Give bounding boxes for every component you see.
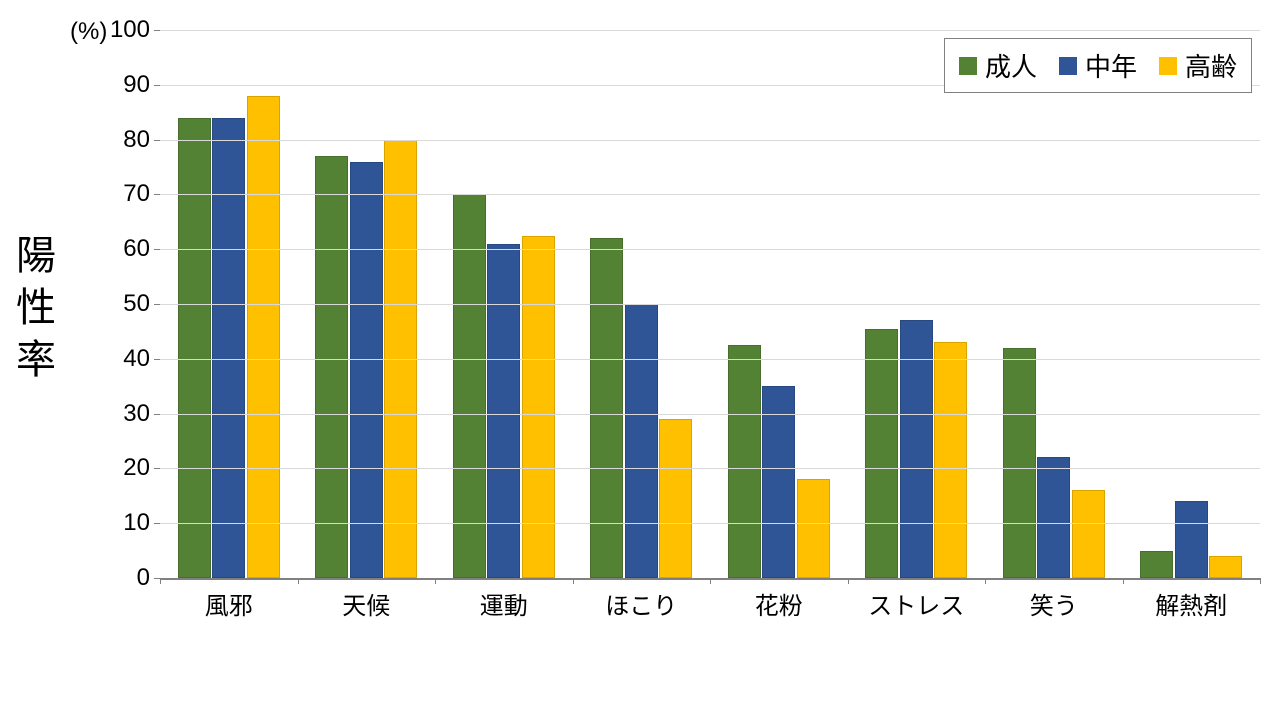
x-tick-mark xyxy=(985,578,986,584)
x-tick-mark xyxy=(1260,578,1261,584)
y-tick-label: 70 xyxy=(104,180,160,208)
gridline xyxy=(160,468,1260,469)
bar xyxy=(247,96,280,578)
x-tick-mark xyxy=(160,578,161,584)
gridline xyxy=(160,249,1260,250)
legend-swatch xyxy=(1159,57,1177,75)
y-tick-mark xyxy=(154,359,160,360)
legend-swatch xyxy=(959,57,977,75)
y-tick-mark xyxy=(154,523,160,524)
y-axis-title: 陽性率 xyxy=(12,230,60,386)
gridline xyxy=(160,414,1260,415)
bar xyxy=(728,345,761,578)
x-tick-label: 解熱剤 xyxy=(1155,578,1227,621)
plot-area: 0102030405060708090100風邪天候運動ほこり花粉ストレス笑う解… xyxy=(110,30,1260,620)
y-tick-label: 90 xyxy=(104,71,160,99)
x-tick-mark xyxy=(848,578,849,584)
y-tick-mark xyxy=(154,85,160,86)
bar xyxy=(865,329,898,578)
bar xyxy=(350,162,383,578)
bar xyxy=(522,236,555,579)
x-tick-mark xyxy=(710,578,711,584)
bar xyxy=(487,244,520,578)
legend-swatch xyxy=(1059,57,1077,75)
gridline xyxy=(160,359,1260,360)
bar xyxy=(934,342,967,578)
chart-container: 陽性率 (%) 0102030405060708090100風邪天候運動ほこり花… xyxy=(0,0,1280,720)
gridline xyxy=(160,30,1260,31)
y-tick-label: 50 xyxy=(104,290,160,318)
y-tick-label: 60 xyxy=(104,235,160,263)
x-tick-label: 花粉 xyxy=(755,578,803,621)
y-tick-label: 0 xyxy=(104,564,160,592)
legend: 成人 中年 高齢 xyxy=(944,38,1252,93)
y-axis-title-char: 率 xyxy=(12,334,60,386)
y-tick-label: 20 xyxy=(104,454,160,482)
legend-label: 高齢 xyxy=(1185,47,1237,84)
bar xyxy=(590,238,623,578)
y-tick-label: 100 xyxy=(104,16,160,44)
y-tick-mark xyxy=(154,140,160,141)
bar xyxy=(1072,490,1105,578)
y-tick-label: 10 xyxy=(104,509,160,537)
bar xyxy=(178,118,211,578)
x-tick-label: ほこり xyxy=(605,578,677,621)
y-tick-mark xyxy=(154,249,160,250)
x-tick-mark xyxy=(1123,578,1124,584)
gridline xyxy=(160,194,1260,195)
legend-item: 成人 xyxy=(959,47,1037,84)
y-axis-title-char: 性 xyxy=(12,282,60,334)
x-tick-label: 風邪 xyxy=(205,578,253,621)
bar xyxy=(1175,501,1208,578)
y-tick-mark xyxy=(154,304,160,305)
x-tick-mark xyxy=(298,578,299,584)
x-tick-label: ストレス xyxy=(868,578,964,621)
bar xyxy=(1140,551,1173,578)
bar xyxy=(1037,457,1070,578)
bar xyxy=(453,194,486,578)
plot-inner: 0102030405060708090100風邪天候運動ほこり花粉ストレス笑う解… xyxy=(160,30,1260,580)
x-tick-label: 天候 xyxy=(342,578,390,621)
x-tick-mark xyxy=(435,578,436,584)
y-axis-unit-label: (%) xyxy=(70,18,107,46)
bar xyxy=(212,118,245,578)
legend-label: 成人 xyxy=(985,47,1037,84)
legend-label: 中年 xyxy=(1085,47,1137,84)
bar xyxy=(1003,348,1036,578)
y-axis-title-char: 陽 xyxy=(12,230,60,282)
legend-item: 高齢 xyxy=(1159,47,1237,84)
bar xyxy=(625,304,658,578)
y-tick-mark xyxy=(154,468,160,469)
y-tick-mark xyxy=(154,194,160,195)
bar xyxy=(659,419,692,578)
y-tick-label: 30 xyxy=(104,400,160,428)
gridline xyxy=(160,523,1260,524)
y-tick-label: 80 xyxy=(104,126,160,154)
gridline xyxy=(160,304,1260,305)
x-tick-label: 笑う xyxy=(1030,578,1078,621)
y-tick-mark xyxy=(154,414,160,415)
y-tick-mark xyxy=(154,30,160,31)
y-tick-label: 40 xyxy=(104,345,160,373)
bar xyxy=(1209,556,1242,578)
bar xyxy=(315,156,348,578)
bar xyxy=(797,479,830,578)
legend-item: 中年 xyxy=(1059,47,1137,84)
bar xyxy=(762,386,795,578)
x-tick-mark xyxy=(573,578,574,584)
gridline xyxy=(160,140,1260,141)
x-tick-label: 運動 xyxy=(480,578,528,621)
